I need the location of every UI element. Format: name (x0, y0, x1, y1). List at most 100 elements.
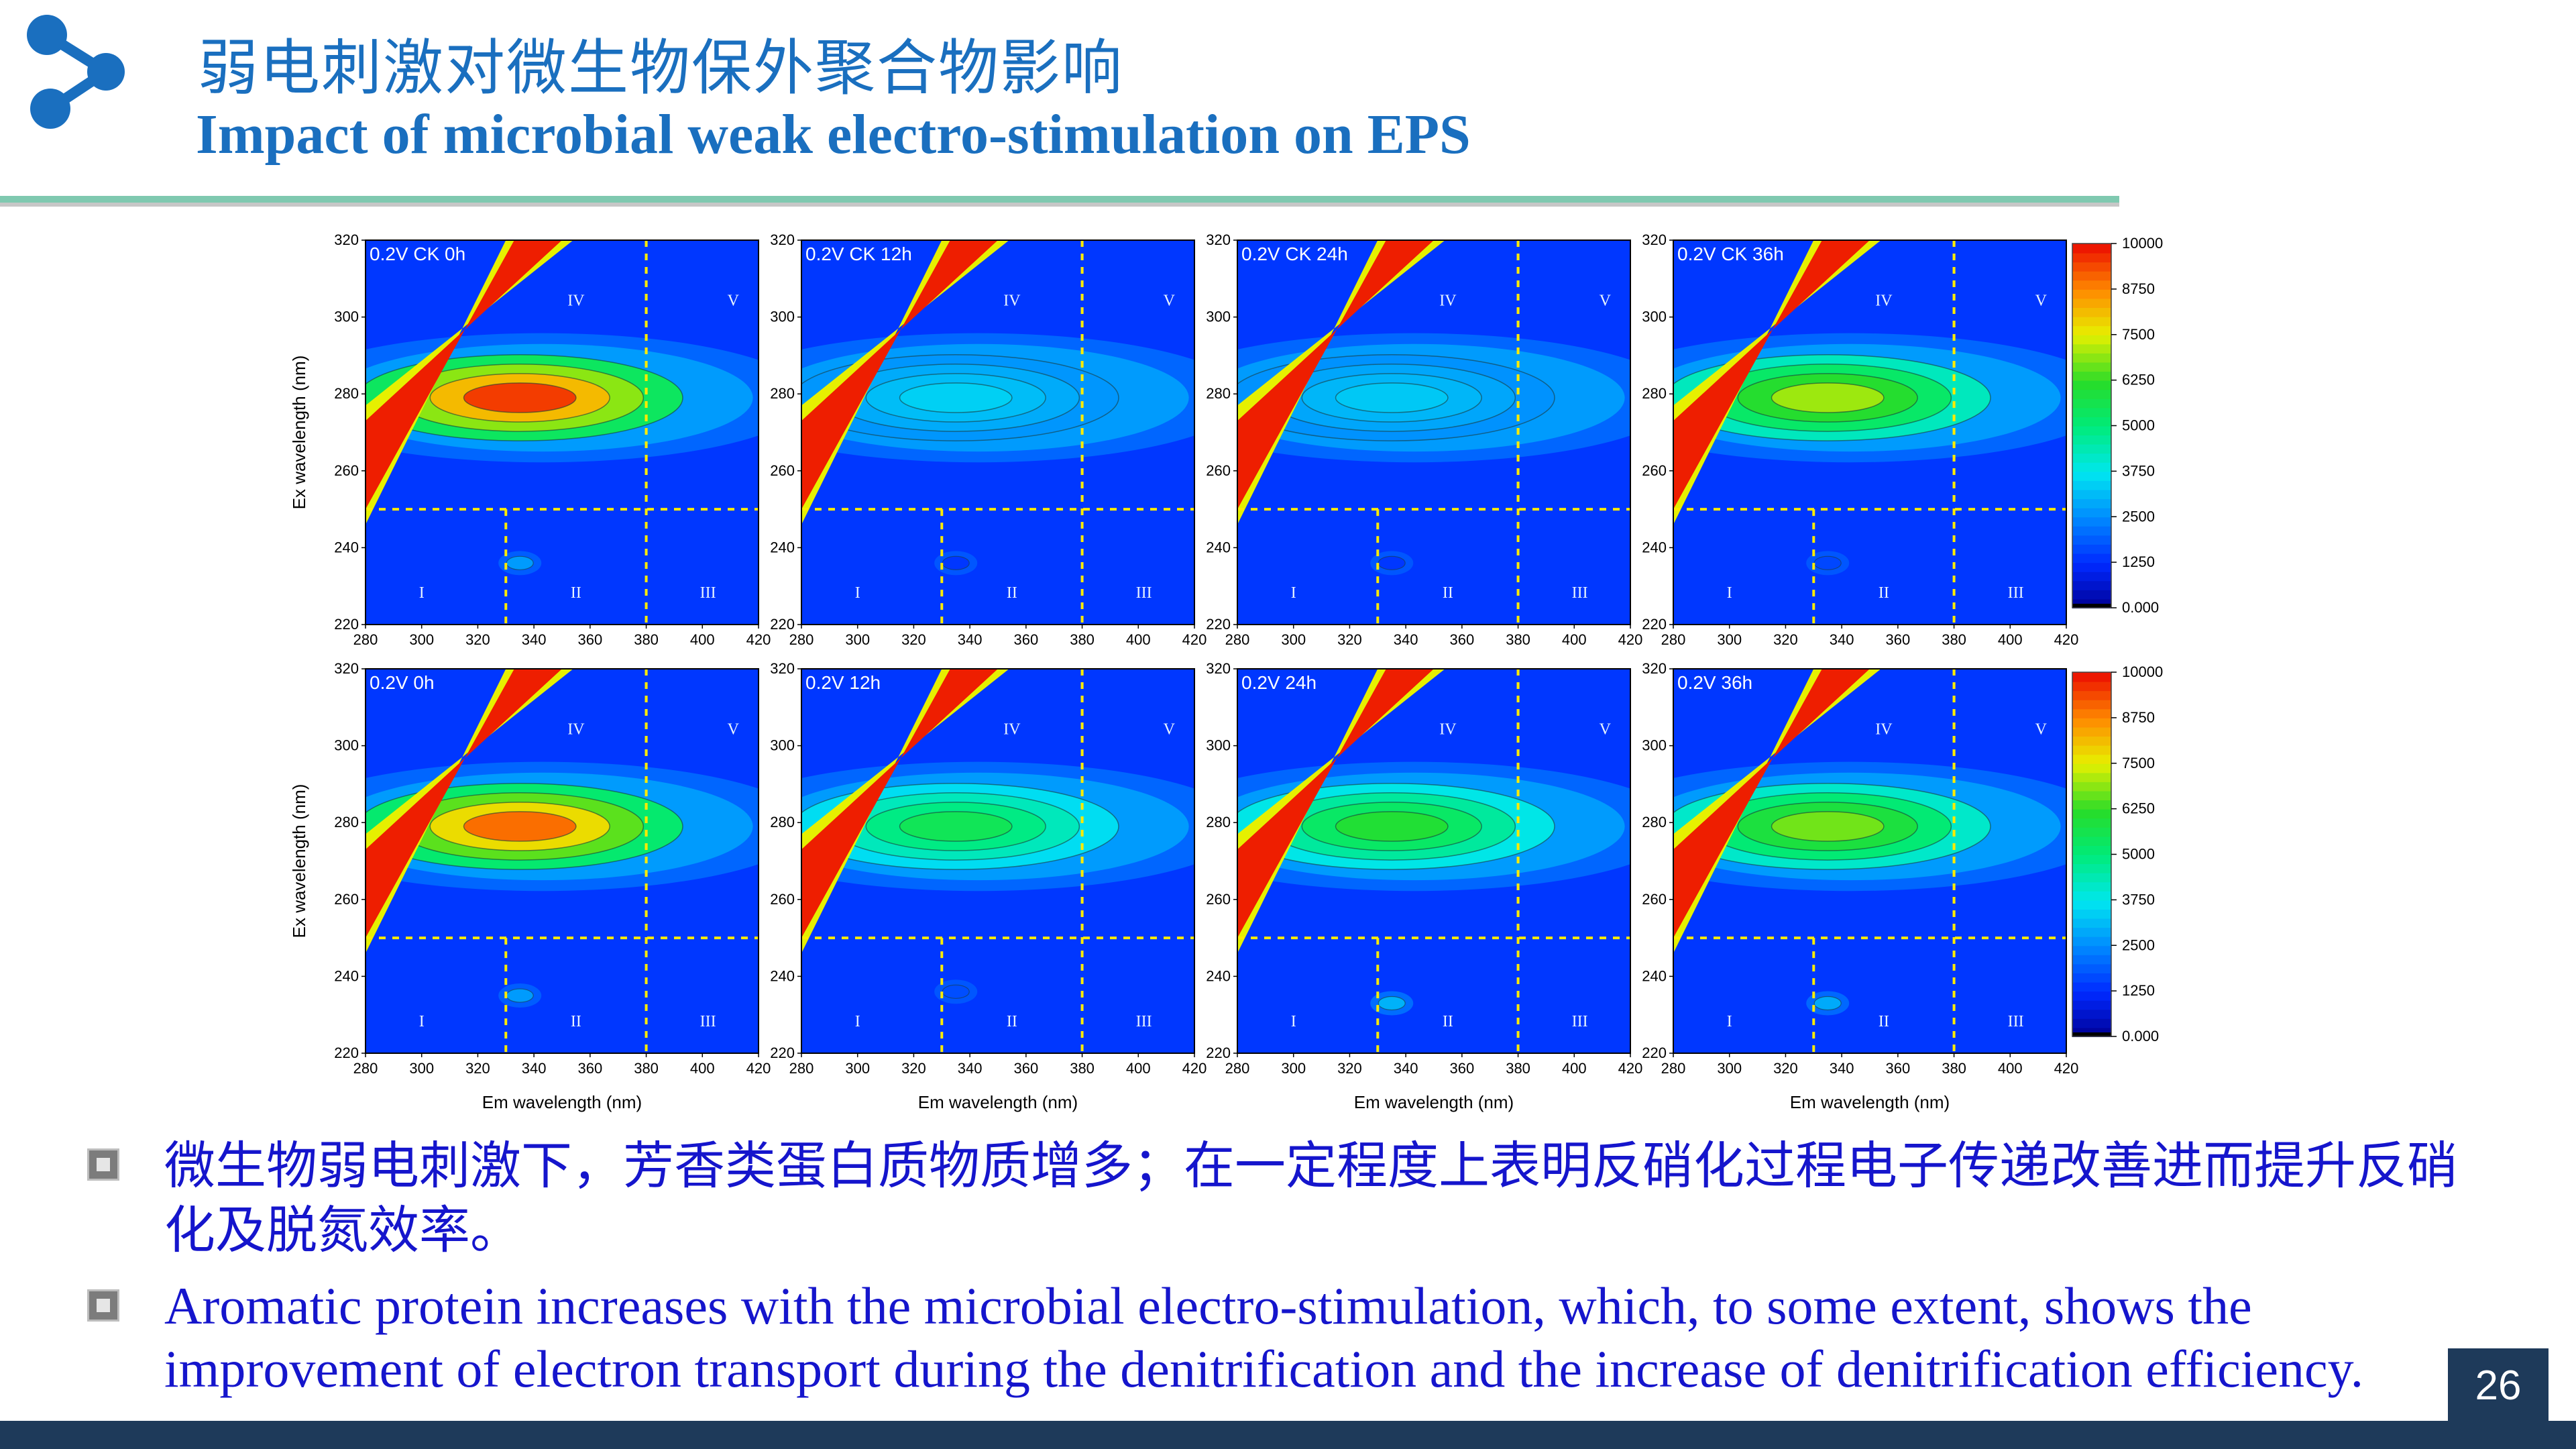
colorbar-floor (2072, 1032, 2111, 1036)
share-network-icon (27, 15, 125, 129)
x-tick-label: 380 (1942, 631, 1966, 648)
colorbar-cell (2072, 252, 2111, 263)
colorbar-cell (2072, 462, 2111, 472)
y-tick-label: 260 (770, 891, 795, 908)
x-tick-label: 320 (465, 631, 490, 648)
colorbar-cell (2072, 881, 2111, 892)
x-tick-label: 360 (1449, 631, 1474, 648)
secondary-peak-core (1378, 555, 1406, 570)
region-label: III (1572, 584, 1588, 602)
x-tick-label: 380 (634, 631, 659, 648)
x-tick-label: 300 (409, 631, 434, 648)
x-tick-label: 400 (1562, 1060, 1587, 1077)
y-tick-label: 300 (770, 309, 795, 325)
y-tick-label: 240 (1642, 539, 1667, 555)
colorbar-cell (2072, 826, 2111, 837)
colorbar-cell (2072, 362, 2111, 372)
secondary-peak-core (506, 988, 534, 1003)
x-tick-label: 400 (690, 1060, 715, 1077)
x-tick-label: 340 (1394, 1060, 1418, 1077)
peak-contour (463, 811, 577, 842)
y-tick-label: 220 (1206, 616, 1231, 633)
y-tick-label: 300 (770, 737, 795, 754)
x-tick-label: 360 (577, 1060, 602, 1077)
x-tick-label: 420 (2054, 1060, 2079, 1077)
y-axis-title: Ex wavelength (nm) (289, 356, 309, 510)
colorbar-cell (2072, 900, 2111, 910)
region-label: V (1164, 720, 1176, 738)
y-tick-label: 320 (334, 660, 359, 677)
colorbar-tick-label: 0.000 (2122, 599, 2159, 616)
colorbar-cell (2072, 398, 2111, 409)
region-label: II (1007, 1013, 1017, 1030)
x-tick-label: 300 (845, 631, 870, 648)
peak-contour (1335, 382, 1449, 413)
colorbar-cell (2072, 489, 2111, 500)
colorbar-cell (2072, 525, 2111, 536)
x-tick-label: 400 (1998, 631, 2023, 648)
panel-frame (1237, 239, 1631, 625)
colorbar-cell (2072, 580, 2111, 590)
x-tick-label: 300 (1281, 631, 1306, 648)
panel-frame (801, 239, 1195, 625)
panel-frame (801, 668, 1195, 1054)
colorbar-cell (2072, 981, 2111, 992)
x-tick-label: 280 (1225, 631, 1250, 648)
x-tick-label: 360 (1013, 1060, 1038, 1077)
colorbar-cell (2072, 280, 2111, 290)
peak-contour (463, 382, 577, 413)
region-label: V (728, 292, 740, 309)
colorbar-cell (2072, 288, 2111, 299)
colorbar-cell (2072, 890, 2111, 901)
scatter-band-edge (1237, 240, 1445, 525)
y-tick-label: 300 (1206, 737, 1231, 754)
colorbar-cell (2072, 790, 2111, 801)
colorbar-cell (2072, 471, 2111, 481)
region-label: III (1572, 1013, 1588, 1030)
peak-contour (1335, 811, 1449, 842)
y-tick-label: 320 (334, 231, 359, 248)
colorbar-tick-label: 10000 (2122, 235, 2163, 252)
colorbar-tick-label: 1250 (2122, 553, 2155, 570)
y-tick-label: 300 (1206, 309, 1231, 325)
region-label: II (571, 1013, 581, 1030)
y-tick-label: 280 (1206, 814, 1231, 830)
colorbar-cell (2072, 699, 2111, 710)
y-tick-label: 280 (1642, 814, 1667, 830)
region-label: V (1164, 292, 1176, 309)
colorbar-cell (2072, 571, 2111, 582)
panel-label: 0.2V CK 24h (1241, 244, 1348, 264)
panel-frame (365, 239, 759, 625)
colorbar-cell (2072, 553, 2111, 564)
bullet-text-en: Aromatic protein increases with the micr… (164, 1277, 2364, 1398)
region-label: III (2008, 1013, 2024, 1030)
panel-frame (1673, 239, 2067, 625)
colorbar-cell (2072, 1000, 2111, 1010)
region-label: IV (567, 292, 585, 309)
colorbar-cell (2072, 681, 2111, 692)
scatter-band-edge (801, 669, 1009, 954)
y-tick-label: 320 (1206, 231, 1231, 248)
x-axis-title: Em wavelength (nm) (1790, 1092, 1950, 1112)
colorbar-cell (2072, 945, 2111, 955)
scatter-band-edge (1673, 669, 1881, 954)
colorbar-cell (2072, 954, 2111, 965)
x-tick-label: 380 (1506, 1060, 1530, 1077)
x-tick-label: 340 (522, 631, 547, 648)
x-tick-label: 380 (1506, 631, 1530, 648)
y-tick-label: 280 (770, 385, 795, 402)
colorbar-cell (2072, 754, 2111, 764)
y-tick-label: 260 (770, 462, 795, 479)
colorbar-cell (2072, 443, 2111, 454)
x-tick-label: 300 (1281, 1060, 1306, 1077)
colorbar-cell (2072, 543, 2111, 554)
y-tick-label: 280 (334, 385, 359, 402)
colorbar-tick-label: 2500 (2122, 936, 2155, 953)
x-tick-label: 360 (1449, 1060, 1474, 1077)
x-tick-label: 280 (1225, 1060, 1250, 1077)
x-tick-label: 320 (901, 631, 926, 648)
